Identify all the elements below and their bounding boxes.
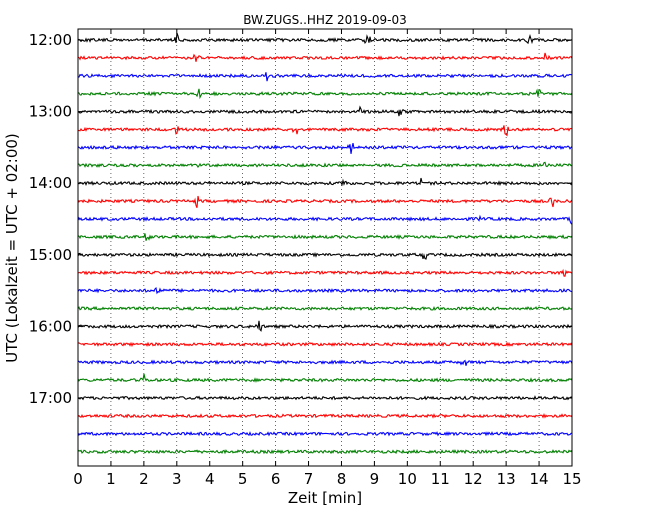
chart-title: BW.ZUGS..HHZ 2019-09-03 xyxy=(243,13,406,27)
y-tick-label: 17:00 xyxy=(29,389,72,407)
trace-line xyxy=(78,341,573,348)
y-tick-label: 14:00 xyxy=(29,174,72,192)
trace-line xyxy=(77,373,573,383)
x-tick-label: 2 xyxy=(139,470,149,488)
x-tick-label: 5 xyxy=(238,470,248,488)
y-tick-label: 15:00 xyxy=(29,246,72,264)
trace-line xyxy=(77,195,573,208)
y-tick-label: 13:00 xyxy=(29,103,72,121)
trace-line xyxy=(77,88,573,100)
x-tick-label: 9 xyxy=(370,470,380,488)
trace-line xyxy=(77,125,573,137)
trace-line xyxy=(77,305,573,311)
x-tick-label: 10 xyxy=(398,470,417,488)
x-tick-label: 0 xyxy=(73,470,83,488)
y-axis-label: UTC (Lokalzeit = UTC + 02:00) xyxy=(3,133,21,363)
x-axis: 0 1 2 3 4 5 6 7 8 9 10 11 12 13 14 15 xyxy=(73,29,582,488)
trace-group xyxy=(77,32,573,455)
x-tick-label: 8 xyxy=(337,470,347,488)
y-tick-label: 16:00 xyxy=(29,317,72,335)
x-tick-label: 6 xyxy=(271,470,281,488)
trace-line xyxy=(77,287,573,295)
x-axis-label: Zeit [min] xyxy=(288,489,362,507)
trace-line xyxy=(77,233,573,241)
x-tick-label: 7 xyxy=(304,470,314,488)
trace-line xyxy=(77,320,573,332)
x-tick-label: 12 xyxy=(464,470,483,488)
x-tick-label: 4 xyxy=(205,470,215,488)
x-tick-label: 11 xyxy=(431,470,450,488)
trace-line xyxy=(77,52,573,62)
grid-lines xyxy=(110,29,540,466)
y-tick-label: 12:00 xyxy=(29,31,72,49)
plot-border xyxy=(77,28,573,467)
trace-line xyxy=(77,214,573,225)
trace-line xyxy=(77,251,573,260)
trace-line xyxy=(77,395,573,401)
plot-area xyxy=(78,29,572,466)
trace-line xyxy=(77,105,573,117)
x-tick-label: 13 xyxy=(497,470,516,488)
trace-line xyxy=(77,449,573,455)
trace-line xyxy=(77,161,573,169)
x-tick-label: 3 xyxy=(172,470,182,488)
trace-line xyxy=(77,412,573,419)
x-tick-label: 1 xyxy=(106,470,116,488)
trace-line xyxy=(77,359,573,366)
x-tick-label: 15 xyxy=(562,470,581,488)
y-axis: 12:00 13:00 14:00 15:00 16:00 17:00 xyxy=(29,31,572,407)
trace-line xyxy=(77,431,573,437)
trace-line xyxy=(77,72,573,82)
trace-line xyxy=(77,143,573,154)
trace-line xyxy=(77,177,573,187)
trace-line xyxy=(77,268,573,277)
trace-line xyxy=(77,32,573,45)
x-tick-label: 14 xyxy=(530,470,549,488)
